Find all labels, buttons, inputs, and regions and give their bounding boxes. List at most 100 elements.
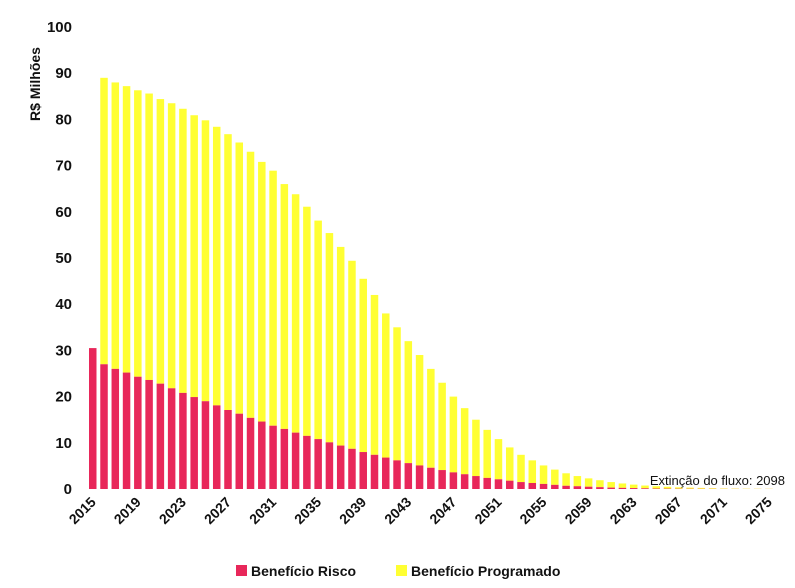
bar-beneficio-programado — [337, 247, 345, 446]
x-tick-label: 2047 — [426, 494, 459, 527]
bar-beneficio-programado — [709, 488, 717, 489]
bar-beneficio-risco — [619, 488, 627, 489]
bar-beneficio-risco — [190, 397, 198, 489]
bar-beneficio-risco — [213, 405, 221, 489]
x-tick-label: 2051 — [471, 494, 504, 527]
bar-beneficio-programado — [630, 485, 638, 488]
bar-beneficio-programado — [405, 341, 413, 463]
y-tick-label: 0 — [64, 481, 72, 498]
y-tick-label: 30 — [55, 342, 72, 359]
x-tick-label: 2055 — [516, 494, 549, 527]
bar-beneficio-programado — [145, 94, 153, 380]
bar-beneficio-programado — [517, 455, 525, 482]
bar-beneficio-risco — [529, 483, 537, 489]
legend-label-beneficio-programado: Benefício Programado — [411, 563, 560, 579]
bar-beneficio-risco — [292, 433, 300, 489]
bar-beneficio-risco — [461, 474, 469, 489]
bar-beneficio-risco — [472, 476, 480, 489]
x-tick-label: 2027 — [201, 494, 234, 527]
bar-beneficio-programado — [359, 279, 367, 452]
bar-beneficio-programado — [495, 439, 503, 479]
bar-beneficio-programado — [585, 478, 593, 486]
bar-beneficio-risco — [450, 472, 458, 489]
y-tick-label: 50 — [55, 250, 72, 267]
x-tick-label: 2067 — [652, 494, 685, 527]
bar-beneficio-risco — [371, 455, 379, 489]
bar-beneficio-programado — [179, 109, 187, 393]
bar-beneficio-risco — [427, 468, 435, 489]
bar-beneficio-programado — [416, 355, 424, 465]
bar-beneficio-programado — [540, 465, 548, 483]
bar-beneficio-risco — [574, 486, 582, 489]
bar-beneficio-programado — [157, 99, 165, 384]
x-tick-label: 2043 — [381, 494, 414, 527]
bar-beneficio-programado — [607, 482, 615, 488]
bar-beneficio-risco — [562, 486, 570, 489]
bar-beneficio-risco — [585, 487, 593, 489]
bar-beneficio-programado — [292, 194, 300, 432]
bar-beneficio-programado — [134, 90, 142, 376]
bar-beneficio-risco — [269, 426, 277, 489]
bar-beneficio-programado — [371, 295, 379, 455]
y-axis-ticks: 0 10 20 30 40 50 60 70 80 90 100 — [47, 19, 72, 498]
annotation-text: Extinção do fluxo: 2098 — [650, 473, 785, 488]
bar-beneficio-programado — [326, 233, 334, 442]
y-tick-label: 40 — [55, 296, 72, 313]
y-tick-label: 20 — [55, 389, 72, 406]
bar-beneficio-programado — [123, 86, 131, 372]
x-tick-label: 2023 — [156, 494, 189, 527]
y-tick-label: 100 — [47, 19, 72, 36]
bar-beneficio-programado — [551, 470, 559, 485]
bar-beneficio-risco — [517, 482, 525, 489]
x-tick-label: 2019 — [111, 494, 144, 527]
bar-beneficio-risco — [314, 439, 322, 489]
bar-beneficio-risco — [416, 465, 424, 489]
bar-beneficio-programado — [450, 397, 458, 473]
bar-beneficio-risco — [123, 373, 131, 489]
bar-beneficio-risco — [281, 429, 289, 489]
bar-beneficio-programado — [641, 486, 649, 489]
bar-beneficio-programado — [100, 78, 108, 364]
bar-beneficio-programado — [698, 488, 706, 489]
x-tick-label: 2039 — [336, 494, 369, 527]
bar-beneficio-programado — [202, 120, 210, 401]
bar-beneficio-programado — [303, 207, 311, 436]
legend: Benefício Risco Benefício Programado — [236, 563, 560, 579]
bar-beneficio-risco — [483, 478, 491, 489]
bar-beneficio-risco — [641, 488, 649, 489]
bar-beneficio-risco — [236, 414, 244, 489]
bar-beneficio-risco — [551, 485, 559, 489]
y-tick-label: 10 — [55, 435, 72, 452]
bar-beneficio-programado — [269, 171, 277, 426]
bar-beneficio-programado — [596, 480, 604, 487]
bar-beneficio-risco — [258, 422, 266, 489]
bar-beneficio-programado — [427, 369, 435, 468]
bar-beneficio-programado — [619, 483, 627, 487]
bar-beneficio-programado — [224, 134, 232, 410]
legend-swatch-beneficio-risco — [236, 565, 247, 576]
bar-beneficio-programado — [258, 162, 266, 422]
y-tick-label: 70 — [55, 158, 72, 175]
bar-beneficio-programado — [314, 221, 322, 440]
x-tick-label: 2059 — [561, 494, 594, 527]
bar-beneficio-risco — [202, 401, 210, 489]
bar-beneficio-risco — [438, 470, 446, 489]
bar-beneficio-programado — [236, 143, 244, 414]
bar-beneficio-programado — [472, 420, 480, 476]
bar-beneficio-risco — [303, 436, 311, 489]
bar-beneficio-risco — [168, 388, 176, 489]
bar-beneficio-programado — [382, 313, 390, 457]
x-tick-label: 2071 — [697, 494, 730, 527]
bar-beneficio-risco — [596, 487, 604, 489]
bar-beneficio-programado — [112, 82, 120, 368]
x-tick-label: 2063 — [606, 494, 639, 527]
legend-label-beneficio-risco: Benefício Risco — [251, 563, 356, 579]
bar-beneficio-risco — [393, 460, 401, 489]
bar-beneficio-programado — [438, 383, 446, 470]
bar-beneficio-risco — [359, 452, 367, 489]
bar-beneficio-programado — [562, 473, 570, 485]
bar-beneficio-risco — [382, 458, 390, 489]
x-axis-ticks: 2015 2019 2023 2027 2031 2035 2039 2043 2047 2051… — [66, 494, 776, 527]
bar-beneficio-programado — [348, 261, 356, 449]
